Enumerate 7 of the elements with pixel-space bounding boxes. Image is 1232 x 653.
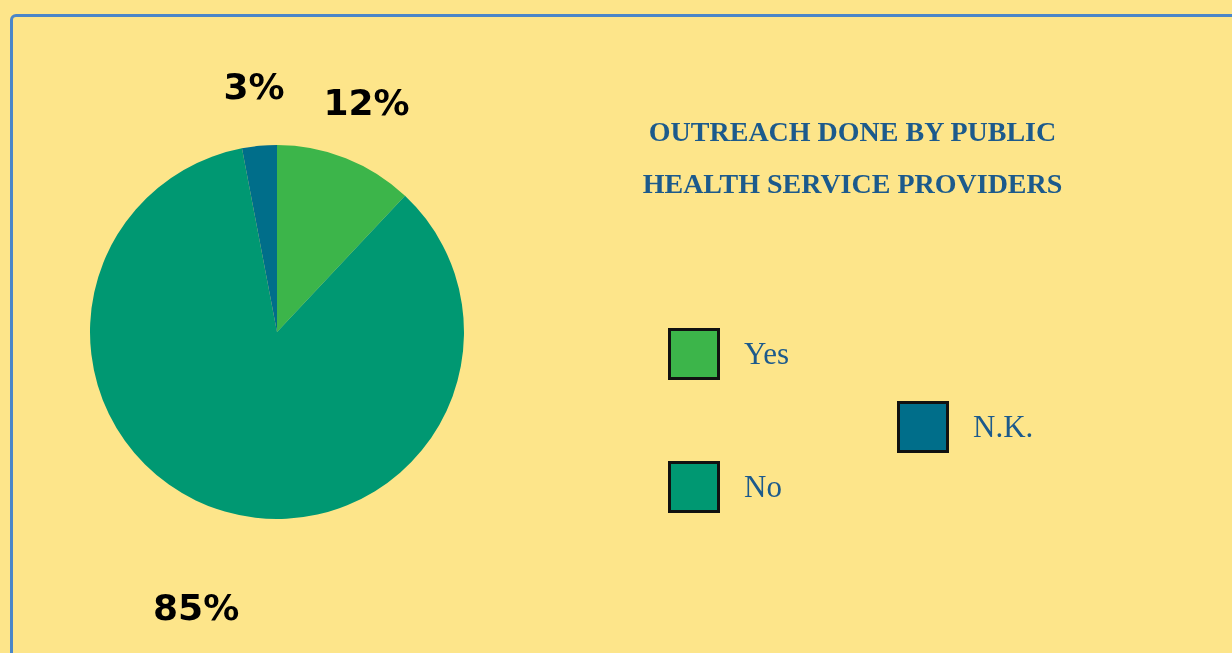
data-label: 12% — [323, 82, 410, 124]
text: OUTREACH DONE BY PUBLIC HEALTH SERVICE PROVIDERS — [641, 115, 1064, 201]
legend-label: N.K. — [973, 409, 1034, 445]
legend-label: No — [744, 469, 782, 505]
data-label: 3% — [223, 66, 285, 108]
data-label: 85% — [153, 586, 240, 628]
legend-label: Yes — [744, 336, 790, 372]
